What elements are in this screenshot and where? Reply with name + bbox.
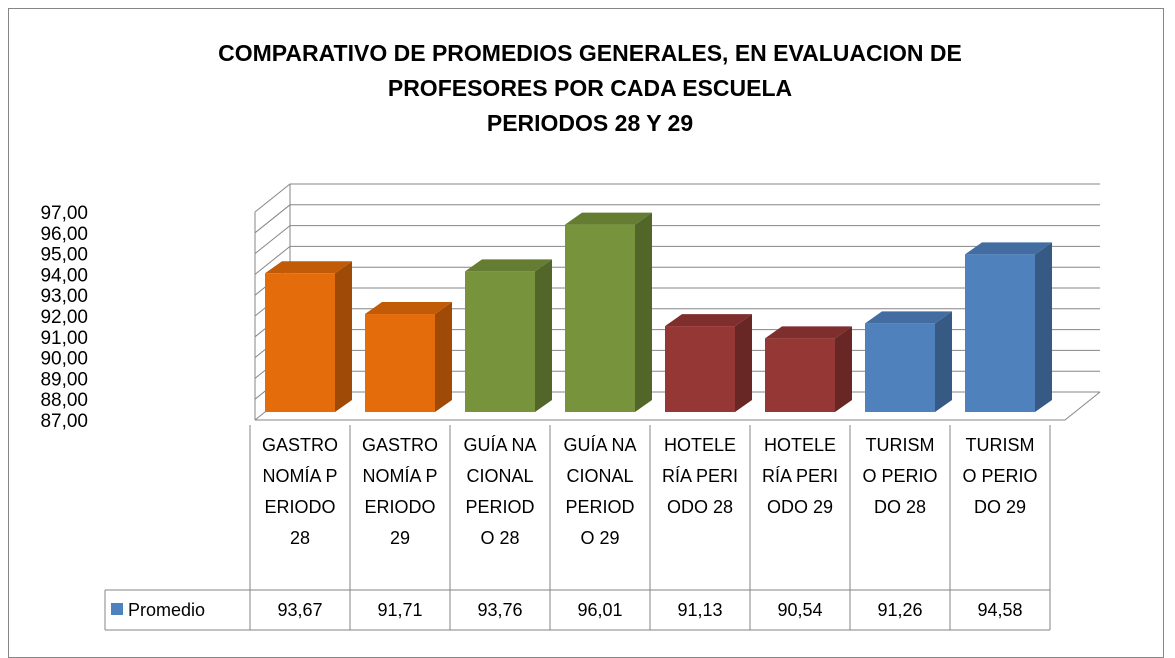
chart-title: COMPARATIVO DE PROMEDIOS GENERALES, EN E… <box>218 40 962 101</box>
value-cell-text: 96,01 <box>577 600 623 620</box>
bar-side <box>935 311 952 412</box>
y-tick-label: 95,00 <box>40 245 88 266</box>
value-cell: 91,26 <box>850 590 950 630</box>
category-cell: GASTRONOMÍA PERIODO 29 <box>350 430 450 590</box>
bar <box>365 302 452 412</box>
value-cell-text: 91,71 <box>377 600 423 620</box>
bar-top <box>865 311 952 324</box>
value-cell-text: 91,26 <box>877 600 923 620</box>
bar-top <box>265 261 352 274</box>
bar-front <box>565 224 635 412</box>
value-cell: 91,71 <box>350 590 450 630</box>
bar-top <box>365 302 452 315</box>
bar <box>765 326 852 412</box>
category-cell-text: GASTRONOMÍA PERIODO 29 <box>361 435 438 548</box>
bar <box>465 259 552 412</box>
y-tick-label: 87,00 <box>40 411 88 432</box>
floor <box>255 391 1101 421</box>
value-cell: 93,67 <box>250 590 350 630</box>
y-tick-label: 89,00 <box>40 369 88 390</box>
y-tick-label: 92,00 <box>40 307 88 328</box>
bar-side <box>835 326 852 412</box>
chart-subtitle: PERIODOS 28 Y 29 <box>486 110 694 136</box>
value-cell-text: 93,76 <box>477 600 523 620</box>
category-cell: GASTRONOMÍA PERIODO 28 <box>250 430 350 590</box>
bar <box>865 311 952 412</box>
bar-side <box>335 261 352 412</box>
category-cell-text: GUÍA NACIONAL PERIODO 29 <box>563 435 637 548</box>
bar <box>565 212 652 412</box>
bar-top <box>465 259 552 272</box>
bar <box>665 314 752 412</box>
category-cell: TURISMO PERIODO 28 <box>850 430 950 590</box>
y-tick-label: 96,00 <box>40 224 88 245</box>
legend-label: Promedio <box>128 600 205 620</box>
value-cell-text: 90,54 <box>777 600 823 620</box>
bar-front <box>865 323 935 412</box>
value-cell: 91,13 <box>650 590 750 630</box>
category-cell-text: TURISMO PERIODO 29 <box>962 435 1038 517</box>
y-tick-label: 90,00 <box>40 349 88 370</box>
bar-front <box>465 271 535 412</box>
y-tick-label: 94,00 <box>40 265 88 286</box>
legend-swatch <box>111 603 123 615</box>
bar-side <box>1035 242 1052 412</box>
bar-side <box>735 314 752 412</box>
category-cell: HOTELERÍA PERIODO 28 <box>650 430 750 590</box>
bar-top <box>565 212 652 225</box>
value-cell: 93,76 <box>450 590 550 630</box>
bar <box>965 242 1052 412</box>
category-cell: TURISMO PERIODO 29 <box>950 430 1050 590</box>
value-cell: 90,54 <box>750 590 850 630</box>
value-cell: 96,01 <box>550 590 650 630</box>
category-cell: GUÍA NACIONAL PERIODO 29 <box>550 430 650 590</box>
category-cell-text: HOTELERÍA PERIODO 28 <box>661 435 739 517</box>
category-cell-text: GASTRONOMÍA PERIODO 28 <box>261 435 338 548</box>
bar-front <box>765 338 835 412</box>
y-tick-label: 91,00 <box>40 328 88 349</box>
grid-line <box>254 204 1100 234</box>
bar-top <box>965 242 1052 255</box>
y-tick-label: 97,00 <box>40 203 88 224</box>
category-cell-text: HOTELERÍA PERIODO 29 <box>761 435 839 517</box>
bar-top <box>665 314 752 327</box>
bar <box>265 261 352 412</box>
y-tick-label: 93,00 <box>40 286 88 307</box>
title-block: COMPARATIVO DE PROMEDIOS GENERALES, EN E… <box>150 36 1030 141</box>
value-cell-text: 94,58 <box>977 600 1023 620</box>
bar-front <box>265 273 335 412</box>
grid-line <box>254 183 1100 213</box>
value-cell-text: 91,13 <box>677 600 723 620</box>
category-cell-text: TURISMO PERIODO 28 <box>862 435 938 517</box>
value-cell: 94,58 <box>950 590 1050 630</box>
category-cell: HOTELERÍA PERIODO 29 <box>750 430 850 590</box>
y-tick-label: 88,00 <box>40 390 88 411</box>
bar-top <box>765 326 852 339</box>
value-cell-text: 93,67 <box>277 600 323 620</box>
bar-side <box>435 302 452 412</box>
bar-side <box>535 259 552 412</box>
bar-front <box>665 326 735 412</box>
category-cell: GUÍA NACIONAL PERIODO 28 <box>450 430 550 590</box>
bar-front <box>365 314 435 412</box>
category-cell-text: GUÍA NACIONAL PERIODO 28 <box>463 435 537 548</box>
bar-front <box>965 254 1035 412</box>
bar-side <box>635 212 652 412</box>
